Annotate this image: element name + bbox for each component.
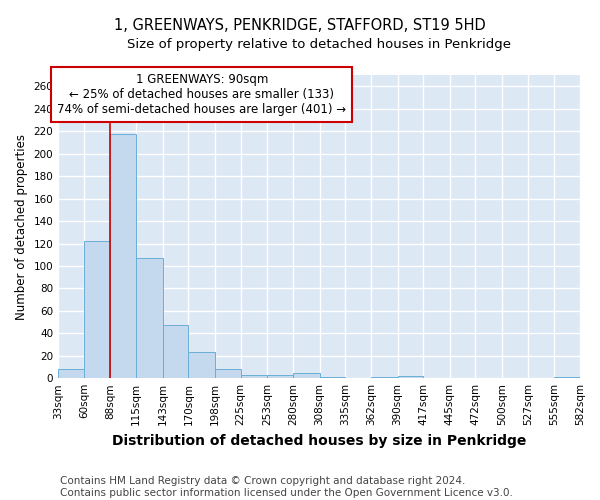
Bar <box>84 242 110 378</box>
Bar <box>267 375 293 378</box>
Bar <box>320 377 345 378</box>
Text: 1 GREENWAYS: 90sqm
← 25% of detached houses are smaller (133)
74% of semi-detach: 1 GREENWAYS: 90sqm ← 25% of detached hou… <box>57 73 346 116</box>
Bar <box>554 377 580 378</box>
Bar <box>188 352 215 378</box>
Bar <box>241 375 267 378</box>
Bar <box>293 372 320 378</box>
Bar <box>215 369 241 378</box>
Y-axis label: Number of detached properties: Number of detached properties <box>15 134 28 320</box>
Bar <box>136 258 163 378</box>
Bar <box>398 376 423 378</box>
Text: 1, GREENWAYS, PENKRIDGE, STAFFORD, ST19 5HD: 1, GREENWAYS, PENKRIDGE, STAFFORD, ST19 … <box>114 18 486 32</box>
Bar <box>371 377 398 378</box>
Bar <box>163 326 188 378</box>
X-axis label: Distribution of detached houses by size in Penkridge: Distribution of detached houses by size … <box>112 434 526 448</box>
Bar <box>58 369 84 378</box>
Bar <box>110 134 136 378</box>
Title: Size of property relative to detached houses in Penkridge: Size of property relative to detached ho… <box>127 38 511 51</box>
Text: Contains HM Land Registry data © Crown copyright and database right 2024.
Contai: Contains HM Land Registry data © Crown c… <box>60 476 513 498</box>
